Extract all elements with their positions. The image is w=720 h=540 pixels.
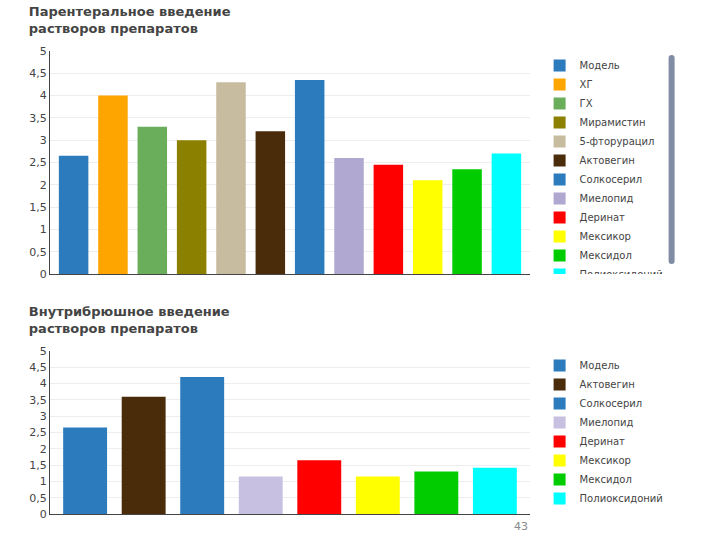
svg-text:Мирамистин: Мирамистин bbox=[580, 117, 646, 128]
svg-text:1: 1 bbox=[40, 223, 47, 236]
svg-text:4: 4 bbox=[40, 377, 47, 390]
svg-text:Миелопид: Миелопид bbox=[580, 417, 634, 428]
svg-text:3: 3 bbox=[40, 410, 47, 423]
svg-text:Актовегин: Актовегин bbox=[580, 155, 635, 166]
svg-text:1,5: 1,5 bbox=[29, 201, 47, 214]
svg-text:Мексидол: Мексидол bbox=[580, 474, 632, 485]
svg-text:2: 2 bbox=[40, 179, 47, 192]
svg-text:0,5: 0,5 bbox=[29, 246, 47, 259]
svg-text:4: 4 bbox=[40, 89, 47, 102]
svg-text:Полиоксидоний: Полиоксидоний bbox=[580, 269, 663, 274]
svg-text:0,5: 0,5 bbox=[29, 492, 47, 505]
svg-text:2,5: 2,5 bbox=[29, 156, 47, 169]
svg-text:ХГ: ХГ bbox=[580, 79, 593, 90]
svg-text:Мексикор: Мексикор bbox=[580, 455, 631, 466]
svg-text:5: 5 bbox=[40, 45, 47, 58]
svg-text:Внутрибрюшное введениерастворо: Внутрибрюшное введениерастворов препарат… bbox=[29, 304, 230, 336]
svg-text:4,5: 4,5 bbox=[29, 67, 47, 80]
svg-text:3: 3 bbox=[40, 134, 47, 147]
svg-text:3,5: 3,5 bbox=[29, 112, 47, 125]
svg-text:Парентеральное введениераствор: Парентеральное введениерастворов препара… bbox=[29, 4, 231, 36]
svg-text:0: 0 bbox=[40, 508, 47, 521]
svg-text:Модель: Модель bbox=[580, 60, 620, 71]
svg-text:Актовегин: Актовегин bbox=[580, 379, 635, 390]
svg-text:ГХ: ГХ bbox=[580, 98, 593, 109]
svg-text:Деринат: Деринат bbox=[580, 212, 625, 223]
svg-text:Миелопид: Миелопид bbox=[580, 193, 634, 204]
svg-text:1,5: 1,5 bbox=[29, 459, 47, 472]
svg-text:1: 1 bbox=[40, 475, 47, 488]
svg-text:Солкосерил: Солкосерил bbox=[580, 174, 643, 185]
svg-text:5: 5 bbox=[40, 345, 47, 358]
svg-text:Солкосерил: Солкосерил bbox=[580, 398, 643, 409]
svg-text:5-фторурацил: 5-фторурацил bbox=[580, 136, 655, 147]
svg-text:3,5: 3,5 bbox=[29, 394, 47, 407]
svg-text:Модель: Модель bbox=[580, 360, 620, 371]
svg-text:4,5: 4,5 bbox=[29, 361, 47, 374]
svg-text:Мексикор: Мексикор bbox=[580, 231, 631, 242]
svg-text:Деринат: Деринат bbox=[580, 436, 625, 447]
svg-text:Полиоксидоний: Полиоксидоний bbox=[580, 493, 663, 504]
svg-text:2: 2 bbox=[40, 443, 47, 456]
svg-text:Мексидол: Мексидол bbox=[580, 250, 632, 261]
svg-text:0: 0 bbox=[40, 268, 47, 281]
svg-text:2,5: 2,5 bbox=[29, 426, 47, 439]
svg-text:43: 43 bbox=[514, 520, 528, 533]
